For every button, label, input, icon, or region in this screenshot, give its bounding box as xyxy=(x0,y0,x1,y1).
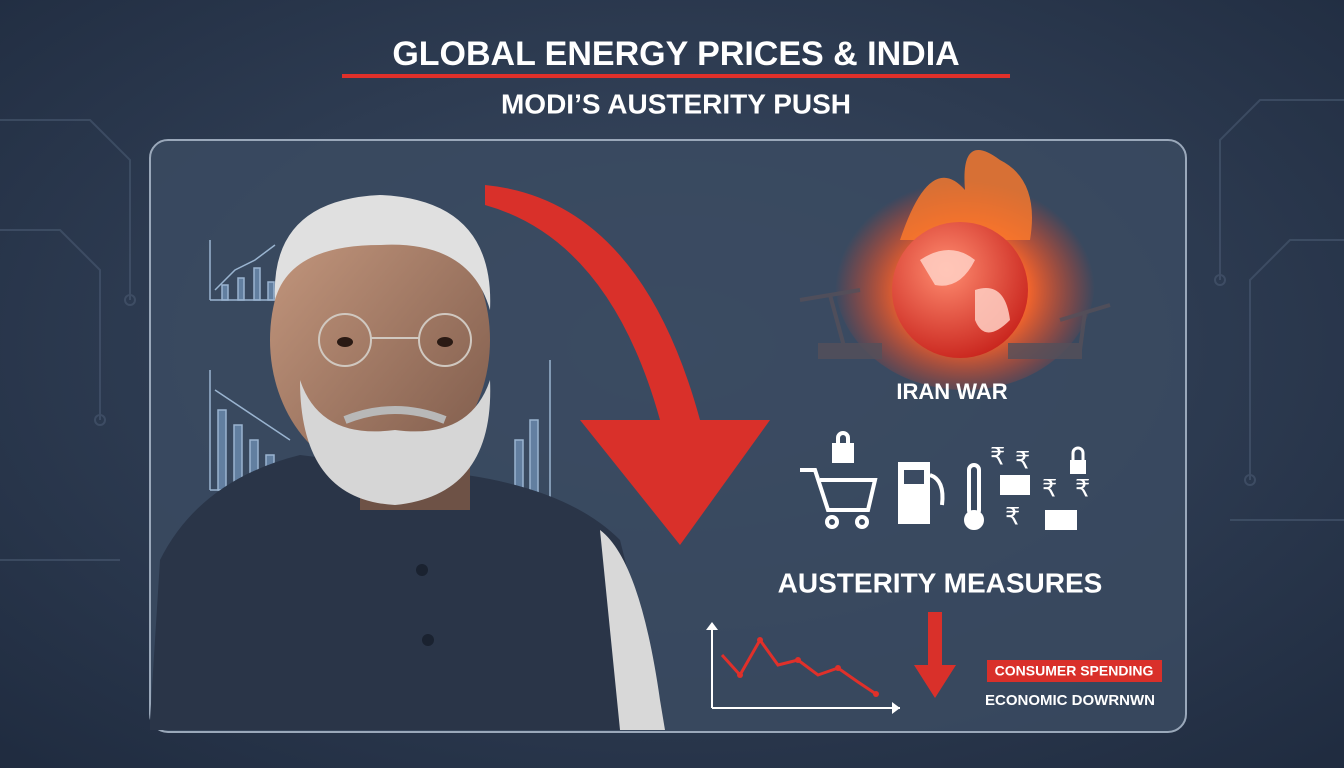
burning-globe-part xyxy=(892,222,1028,358)
downturn-label: ECONOMIC DOWRNWN xyxy=(985,692,1155,709)
austerity-icons-part xyxy=(929,473,945,506)
circuit-lines-part xyxy=(94,414,106,426)
austerity-icons-part xyxy=(1070,460,1086,474)
rupee-icon: ₹ xyxy=(1015,447,1030,474)
circuit-lines-part xyxy=(0,119,131,300)
rupee-icon: ₹ xyxy=(1042,475,1057,502)
background-charts-part xyxy=(267,281,275,301)
austerity-icons-part xyxy=(800,468,878,512)
down-arrow-part xyxy=(914,665,956,698)
portrait-part xyxy=(343,406,447,424)
circuit-lines-part xyxy=(0,229,101,420)
portrait-part xyxy=(270,205,490,475)
decline-chart-part-part xyxy=(873,691,879,697)
background-charts-part xyxy=(214,389,291,441)
austerity-icons-part: ₹ ₹ ₹ ₹ ₹ xyxy=(990,443,1090,530)
portrait-part-part xyxy=(418,313,472,367)
portrait-part xyxy=(300,380,491,505)
down-arrow-part xyxy=(928,612,942,667)
burning-globe-part-part xyxy=(828,294,847,351)
circuit-lines-part xyxy=(1249,239,1344,480)
circuit-lines-part xyxy=(1244,474,1256,486)
red-arrow xyxy=(485,185,770,545)
burning-globe-part xyxy=(900,150,1032,240)
subtitle: MODI’S AUSTERITY PUSH xyxy=(501,88,851,119)
portrait-part-part xyxy=(318,313,372,367)
burning-globe-part-part xyxy=(1008,343,1082,359)
red-arrow-part xyxy=(580,420,770,545)
austerity-icons-part xyxy=(1045,510,1077,530)
austerity-icons-part xyxy=(836,431,850,445)
portrait-part xyxy=(274,195,491,310)
decline-chart-part xyxy=(737,637,879,697)
decline-chart-part-part xyxy=(757,637,763,643)
rupee-icon: ₹ xyxy=(1005,503,1020,530)
title-underline xyxy=(342,74,1010,78)
burning-globe-part-part xyxy=(818,343,882,359)
austerity-icons: ₹ ₹ ₹ ₹ ₹ xyxy=(800,431,1090,530)
austerity-icons-part xyxy=(904,470,924,484)
decline-chart-part-part xyxy=(835,665,841,671)
austerity-label: AUSTERITY MEASURES xyxy=(778,567,1103,598)
burning-globe-part xyxy=(920,250,1010,333)
portrait-part xyxy=(337,337,353,347)
down-arrow xyxy=(914,612,956,698)
circuit-lines-part xyxy=(124,294,136,306)
red-arrow-part xyxy=(485,185,700,420)
burning-globe-part xyxy=(799,288,1111,359)
decline-chart-part-part xyxy=(795,657,801,663)
portrait-part xyxy=(416,564,428,576)
austerity-icons-part xyxy=(855,515,869,529)
portrait-part xyxy=(318,313,472,367)
title: GLOBAL ENERGY PRICES & INDIA xyxy=(392,35,959,73)
iran-label: IRAN WAR xyxy=(896,379,1007,404)
background-charts-part xyxy=(237,277,245,301)
austerity-icons-part xyxy=(832,443,854,463)
portrait xyxy=(150,195,665,730)
rupee-icon: ₹ xyxy=(1075,475,1090,502)
portrait-part xyxy=(150,455,665,730)
background-charts-part xyxy=(221,284,229,301)
badge-box xyxy=(987,660,1162,682)
circuit-lines-part xyxy=(1214,274,1226,286)
portrait-part xyxy=(437,337,453,347)
background-charts-part xyxy=(214,244,276,291)
portrait-part xyxy=(600,530,665,730)
decline-chart-part-part xyxy=(737,672,743,678)
austerity-icons-part xyxy=(964,510,984,530)
austerity-icons-part xyxy=(1071,446,1085,460)
circuit-lines-part xyxy=(1219,99,1344,280)
austerity-icons-part xyxy=(825,515,839,529)
rupee-icon: ₹ xyxy=(990,443,1005,470)
austerity-icons-part xyxy=(1000,475,1030,495)
decline-chart xyxy=(706,622,900,714)
portrait-part xyxy=(422,634,434,646)
badge-label: CONSUMER SPENDING xyxy=(995,663,1154,679)
background-charts-part xyxy=(217,409,227,491)
circuit-lines xyxy=(0,99,1344,561)
burning-globe xyxy=(799,150,1111,390)
background-charts-part xyxy=(253,267,261,301)
